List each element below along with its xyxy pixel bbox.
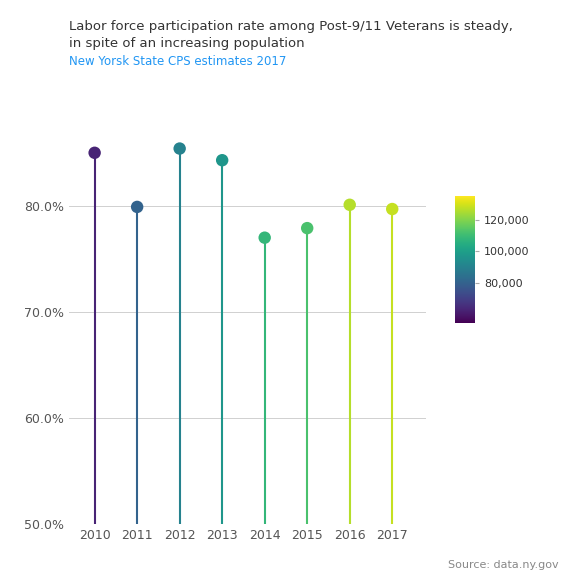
Point <box>132 202 142 211</box>
Text: New Yorsk State CPS estimates 2017: New Yorsk State CPS estimates 2017 <box>69 55 286 68</box>
Point <box>90 148 99 157</box>
Text: Source: data.ny.gov: Source: data.ny.gov <box>448 560 559 570</box>
Text: in spite of an increasing population: in spite of an increasing population <box>69 37 305 51</box>
Point <box>388 204 397 214</box>
Point <box>218 156 227 165</box>
Text: Labor force participation rate among Post-9/11 Veterans is steady,: Labor force participation rate among Pos… <box>69 20 513 33</box>
Point <box>260 233 270 242</box>
Point <box>302 223 312 233</box>
Point <box>345 200 354 210</box>
Point <box>175 144 184 153</box>
